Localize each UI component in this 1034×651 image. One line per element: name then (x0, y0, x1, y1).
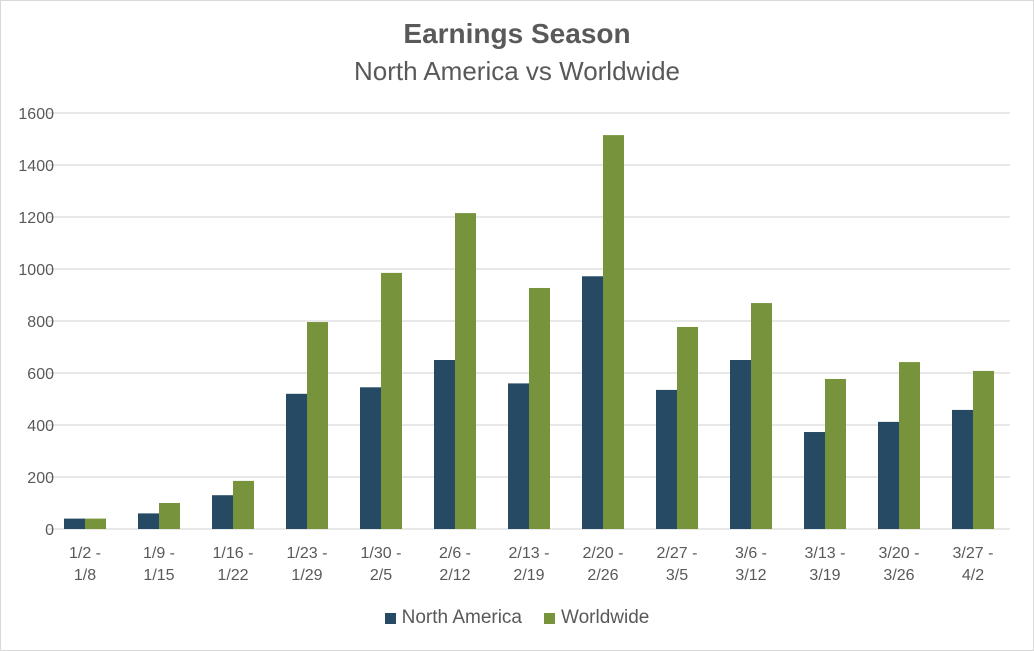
x-tick-label: 1/9 - (143, 545, 175, 562)
x-tick-label: 3/27 - (953, 545, 994, 562)
x-tick-label: 3/26 (883, 567, 914, 584)
y-tick-label: 800 (27, 314, 54, 331)
x-tick-label: 1/29 (291, 567, 322, 584)
x-tick-label: 3/6 - (735, 545, 767, 562)
x-tick-label: 1/2 - (69, 545, 101, 562)
y-tick-label: 600 (27, 366, 54, 383)
bar-north-america (508, 383, 529, 529)
bar-worldwide (677, 326, 698, 529)
legend-item-worldwide: Worldwide (544, 607, 649, 629)
bar-north-america (138, 513, 159, 529)
legend: North America Worldwide (0, 607, 1034, 629)
bar-north-america (64, 518, 85, 529)
x-tick-label: 1/15 (143, 567, 174, 584)
x-tick-label: 1/22 (217, 567, 248, 584)
bar-worldwide (85, 518, 106, 529)
legend-swatch-worldwide (544, 612, 555, 624)
y-tick-label: 1200 (18, 210, 54, 227)
bar-north-america (730, 360, 751, 529)
x-tick-label: 2/26 (587, 567, 618, 584)
bar-worldwide (751, 303, 772, 529)
x-tick-label: 3/13 - (805, 545, 846, 562)
x-tick-label: 2/13 - (509, 545, 550, 562)
x-tick-label: 1/8 (74, 567, 96, 584)
chart-title: Earnings Season (403, 18, 631, 49)
bar-north-america (656, 389, 677, 529)
bar-worldwide (529, 287, 550, 529)
x-tick-label: 2/20 - (583, 545, 624, 562)
bar-north-america (360, 387, 381, 529)
y-tick-label: 400 (27, 418, 54, 435)
legend-swatch-north-america (384, 612, 396, 624)
x-tick-label: 1/30 - (361, 545, 402, 562)
x-tick-label: 1/23 - (287, 545, 328, 562)
y-tick-label: 1600 (18, 106, 54, 123)
bar-worldwide (455, 213, 476, 529)
bar-north-america (804, 432, 825, 529)
bar-north-america (952, 409, 973, 529)
bar-worldwide (381, 272, 402, 529)
x-tick-label: 3/19 (809, 567, 840, 584)
bar-worldwide (603, 135, 624, 529)
bar-worldwide (233, 480, 254, 529)
y-tick-label: 200 (27, 470, 54, 487)
bar-north-america (286, 393, 307, 529)
chart-subtitle: North America vs Worldwide (353, 56, 681, 86)
y-tick-label: 1400 (18, 158, 54, 175)
bar-worldwide (973, 370, 994, 529)
legend-item-north-america: North America (384, 607, 522, 629)
bar-north-america (434, 360, 455, 529)
y-tick-label: 1000 (18, 262, 54, 279)
x-tick-label: 3/5 (666, 567, 688, 584)
legend-label-north-america: North America (401, 607, 522, 628)
legend-label-worldwide: Worldwide (561, 607, 650, 628)
x-tick-label: 3/20 - (879, 545, 920, 562)
y-tick-label: 0 (45, 522, 54, 539)
bar-worldwide (825, 378, 846, 529)
x-tick-label: 2/5 (370, 567, 392, 584)
x-tick-label: 4/2 (962, 567, 984, 584)
bar-worldwide (899, 362, 920, 529)
x-tick-label: 1/16 - (213, 545, 254, 562)
x-tick-label: 2/27 - (657, 545, 698, 562)
x-tick-label: 2/19 (513, 567, 544, 584)
bar-north-america (582, 276, 603, 529)
bar-worldwide (307, 322, 328, 529)
x-tick-label: 2/6 - (439, 545, 471, 562)
x-tick-label: 3/12 (735, 567, 766, 584)
bar-north-america (212, 495, 233, 529)
x-tick-label: 2/12 (439, 567, 470, 584)
bar-worldwide (159, 503, 180, 529)
bar-north-america (878, 421, 899, 529)
